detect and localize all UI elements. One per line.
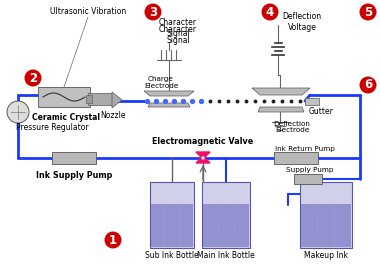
Text: Electromagnetic Valve: Electromagnetic Valve xyxy=(152,137,253,147)
Bar xyxy=(88,93,112,105)
Text: Ceramic Crystal: Ceramic Crystal xyxy=(32,113,100,123)
Bar xyxy=(305,98,319,105)
Bar xyxy=(202,182,250,248)
Bar xyxy=(150,182,194,248)
Text: Deflection
Voltage: Deflection Voltage xyxy=(282,12,321,32)
Polygon shape xyxy=(196,152,210,159)
Text: 6: 6 xyxy=(364,79,372,92)
Text: Gutter: Gutter xyxy=(309,106,333,116)
Text: Nozzle: Nozzle xyxy=(100,110,126,120)
Circle shape xyxy=(201,156,205,160)
Text: 5: 5 xyxy=(364,5,372,19)
Text: Supply Pump: Supply Pump xyxy=(286,167,334,173)
Text: Main Ink Bottle: Main Ink Bottle xyxy=(197,251,255,261)
Circle shape xyxy=(359,76,377,93)
Bar xyxy=(274,152,318,164)
Text: Ultrasonic Vibration: Ultrasonic Vibration xyxy=(50,8,126,16)
Text: Character
Signal: Character Signal xyxy=(159,18,197,38)
Text: 4: 4 xyxy=(266,5,274,19)
Bar xyxy=(301,204,351,247)
Text: Pressure Regulator: Pressure Regulator xyxy=(16,123,88,131)
Text: Character
Signal: Character Signal xyxy=(159,25,197,45)
Text: Makeup Ink: Makeup Ink xyxy=(304,251,348,261)
Circle shape xyxy=(24,69,41,86)
Bar xyxy=(52,152,96,164)
Bar xyxy=(300,182,352,248)
Text: 3: 3 xyxy=(149,5,157,19)
Bar xyxy=(294,174,322,184)
Circle shape xyxy=(144,4,162,21)
Text: 1: 1 xyxy=(109,234,117,247)
Polygon shape xyxy=(258,107,304,112)
Bar xyxy=(38,87,90,107)
Text: Ink Return Pump: Ink Return Pump xyxy=(275,146,335,152)
Polygon shape xyxy=(196,156,210,163)
Circle shape xyxy=(7,101,29,123)
Circle shape xyxy=(261,4,279,21)
Bar xyxy=(203,204,249,247)
Circle shape xyxy=(105,231,122,248)
Text: 2: 2 xyxy=(29,72,37,85)
Text: Sub Ink Bottle: Sub Ink Bottle xyxy=(145,251,199,261)
Bar xyxy=(86,95,92,103)
Text: Charge
Electrode: Charge Electrode xyxy=(144,76,178,89)
Polygon shape xyxy=(112,92,122,108)
Text: Deflection
Electrode: Deflection Electrode xyxy=(274,120,310,133)
Polygon shape xyxy=(144,91,194,96)
Circle shape xyxy=(359,4,377,21)
Polygon shape xyxy=(148,103,190,107)
Text: Ink Supply Pump: Ink Supply Pump xyxy=(36,170,112,180)
Bar xyxy=(151,204,193,247)
Polygon shape xyxy=(252,88,310,95)
